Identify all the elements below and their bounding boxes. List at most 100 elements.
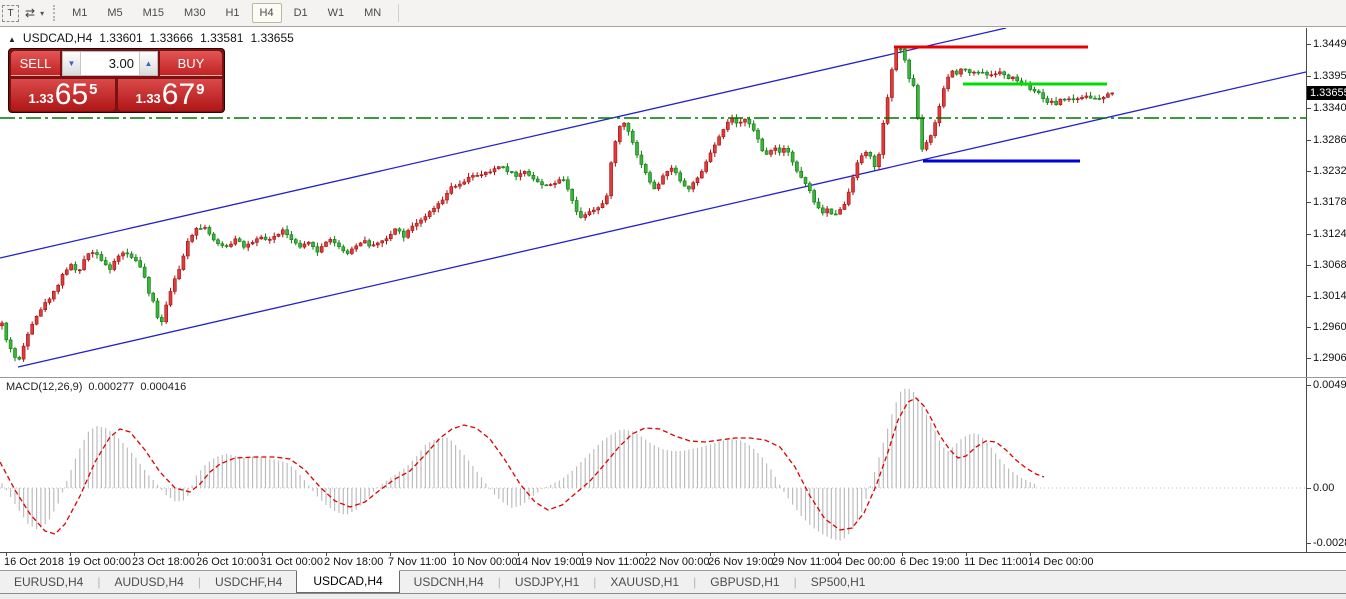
timeframe-button-h1[interactable]: H1 bbox=[225, 7, 240, 19]
buy-price-sup: 9 bbox=[196, 81, 205, 98]
date-tick-mark bbox=[646, 552, 647, 556]
date-axis-label: 29 Nov 11:00 bbox=[772, 556, 837, 568]
macd-label: MACD(12,26,9) 0.000277 0.000416 bbox=[6, 381, 186, 393]
timeframe-button-w1[interactable]: W1 bbox=[327, 7, 345, 19]
price-tick-mark bbox=[1306, 108, 1311, 109]
tab-usdcad-h4[interactable]: USDCAD,H4 bbox=[296, 570, 400, 593]
date-tick-mark bbox=[454, 552, 455, 556]
price-tick-mark bbox=[1306, 171, 1311, 172]
sell-price-sup: 5 bbox=[89, 81, 98, 98]
tab-separator: | bbox=[593, 575, 597, 589]
date-tick-mark bbox=[838, 552, 839, 556]
timeframe-button-m15[interactable]: M15 bbox=[142, 7, 165, 19]
macd-signal-value: 0.000416 bbox=[140, 381, 187, 393]
timeframe-button-m5[interactable]: M5 bbox=[107, 7, 123, 19]
price-axis-border bbox=[1306, 28, 1307, 552]
date-axis-label: 10 Nov 00:00 bbox=[452, 556, 518, 568]
buy-button[interactable]: BUY bbox=[160, 51, 222, 76]
price-tick-mark bbox=[1306, 327, 1311, 328]
date-tick-mark bbox=[1030, 552, 1031, 556]
timeframe-button-mn[interactable]: MN bbox=[364, 7, 382, 19]
price-axis-label: 1.31240 bbox=[1313, 228, 1346, 240]
date-axis-label: 31 Oct 00:00 bbox=[260, 556, 323, 568]
macd-axis-label: 0.00 bbox=[1313, 482, 1335, 494]
one-click-trading-panel: SELL ▼ 3.00 ▲ BUY 1.33 65 5 1.33 67 9 bbox=[8, 48, 225, 113]
timeframe-button-m30[interactable]: M30 bbox=[184, 7, 206, 19]
date-axis-label: 14 Dec 00:00 bbox=[1028, 556, 1094, 568]
date-tick-mark bbox=[134, 552, 135, 556]
timeframe-button-d1[interactable]: D1 bbox=[293, 7, 308, 19]
timeframe-buttons: M1 M5 M15 M30 H1 H4 D1 W1 MN bbox=[62, 3, 391, 23]
macd-indicator-canvas[interactable] bbox=[0, 378, 1306, 552]
sell-price-button[interactable]: 1.33 65 5 bbox=[11, 79, 115, 111]
tab-usdchf-h4[interactable]: USDCHF,H4 bbox=[214, 575, 283, 589]
tab-separator: | bbox=[197, 575, 201, 589]
price-axis-label: 1.31780 bbox=[1313, 196, 1346, 208]
tab-separator: | bbox=[97, 575, 101, 589]
date-axis-label: 4 Dec 00:00 bbox=[836, 556, 896, 568]
macd-bottom-border bbox=[0, 552, 1346, 553]
price-axis-label: 1.29605 bbox=[1313, 321, 1346, 333]
date-tick-mark bbox=[70, 552, 71, 556]
macd-value: 0.000277 bbox=[88, 381, 135, 393]
date-tick-mark bbox=[710, 552, 711, 556]
price-axis-label: 1.30145 bbox=[1313, 290, 1346, 302]
date-tick-mark bbox=[198, 552, 199, 556]
volume-input[interactable]: 3.00 bbox=[80, 52, 140, 75]
window-bottom-strip bbox=[0, 593, 1346, 599]
ohlc-open: 1.33601 bbox=[99, 31, 143, 45]
volume-decrease-button[interactable]: ▼ bbox=[63, 52, 80, 75]
toolbar-grip bbox=[53, 5, 56, 21]
current-price-marker: 1.33655 bbox=[1307, 86, 1346, 100]
arrows-tool-icon[interactable]: ⇄ bbox=[25, 6, 36, 20]
date-axis-label: 11 Dec 11:00 bbox=[964, 556, 1028, 568]
date-axis-label: 22 Nov 00:00 bbox=[644, 556, 710, 568]
tab-usdjpy-h1[interactable]: USDJPY,H1 bbox=[514, 575, 580, 589]
date-tick-mark bbox=[518, 552, 519, 556]
date-tick-mark bbox=[774, 552, 775, 556]
date-axis-label: 7 Nov 11:00 bbox=[388, 556, 447, 568]
price-axis-label: 1.34495 bbox=[1313, 38, 1346, 50]
tab-usdcnh-h4[interactable]: USDCNH,H4 bbox=[413, 575, 484, 589]
symbol-direction-icon: ▲ bbox=[8, 35, 16, 44]
timeframe-button-m1[interactable]: M1 bbox=[72, 7, 88, 19]
buy-price-button[interactable]: 1.33 67 9 bbox=[118, 79, 222, 111]
date-tick-mark bbox=[262, 552, 263, 556]
sell-price-prefix: 1.33 bbox=[28, 91, 54, 106]
price-tick-mark bbox=[1306, 76, 1311, 77]
macd-tick-mark bbox=[1306, 543, 1311, 544]
pane-separator[interactable] bbox=[0, 377, 1346, 378]
tab-xauusd-h1[interactable]: XAUUSD,H1 bbox=[610, 575, 680, 589]
tab-gbpusd-h1[interactable]: GBPUSD,H1 bbox=[710, 575, 780, 589]
date-axis-label: 16 Oct 2018 bbox=[4, 556, 64, 568]
chart-tab-bar: EURUSD,H4 | AUDUSD,H4 | USDCHF,H4 USDCAD,H4 US… bbox=[0, 570, 1346, 593]
macd-axis-label: 0.004995 bbox=[1313, 379, 1346, 391]
sell-price-big: 65 bbox=[54, 78, 89, 111]
ohlc-close: 1.33655 bbox=[250, 31, 294, 45]
price-chart-canvas[interactable] bbox=[0, 28, 1306, 375]
top-toolbar: T ⇄ ▾ M1 M5 M15 M30 H1 H4 D1 W1 MN bbox=[0, 0, 1346, 27]
date-tick-mark bbox=[326, 552, 327, 556]
dropdown-caret-icon[interactable]: ▾ bbox=[40, 8, 45, 18]
date-axis-label: 19 Nov 11:00 bbox=[580, 556, 645, 568]
date-axis-label: 19 Oct 00:00 bbox=[68, 556, 131, 568]
date-axis-label: 26 Nov 19:00 bbox=[708, 556, 774, 568]
price-axis-label: 1.33955 bbox=[1313, 70, 1346, 82]
buy-price-prefix: 1.33 bbox=[135, 91, 161, 106]
price-tick-mark bbox=[1306, 234, 1311, 235]
date-axis-label: 2 Nov 18:00 bbox=[324, 556, 384, 568]
sell-button[interactable]: SELL bbox=[11, 51, 60, 76]
tab-separator: | bbox=[693, 575, 697, 589]
ohlc-low: 1.33581 bbox=[200, 31, 244, 45]
price-tick-mark bbox=[1306, 44, 1311, 45]
date-tick-mark bbox=[902, 552, 903, 556]
tab-separator: | bbox=[793, 575, 797, 589]
tab-audusd-h4[interactable]: AUDUSD,H4 bbox=[114, 575, 184, 589]
tab-eurusd-h4[interactable]: EURUSD,H4 bbox=[14, 575, 84, 589]
tab-sp500-h1[interactable]: SP500,H1 bbox=[810, 575, 866, 589]
text-label-tool-icon[interactable]: T bbox=[2, 4, 19, 22]
price-axis-label: 1.30685 bbox=[1313, 259, 1346, 271]
volume-increase-button[interactable]: ▲ bbox=[140, 52, 157, 75]
price-axis-label: 1.33400 bbox=[1313, 102, 1346, 114]
timeframe-button-h4[interactable]: H4 bbox=[251, 3, 282, 23]
